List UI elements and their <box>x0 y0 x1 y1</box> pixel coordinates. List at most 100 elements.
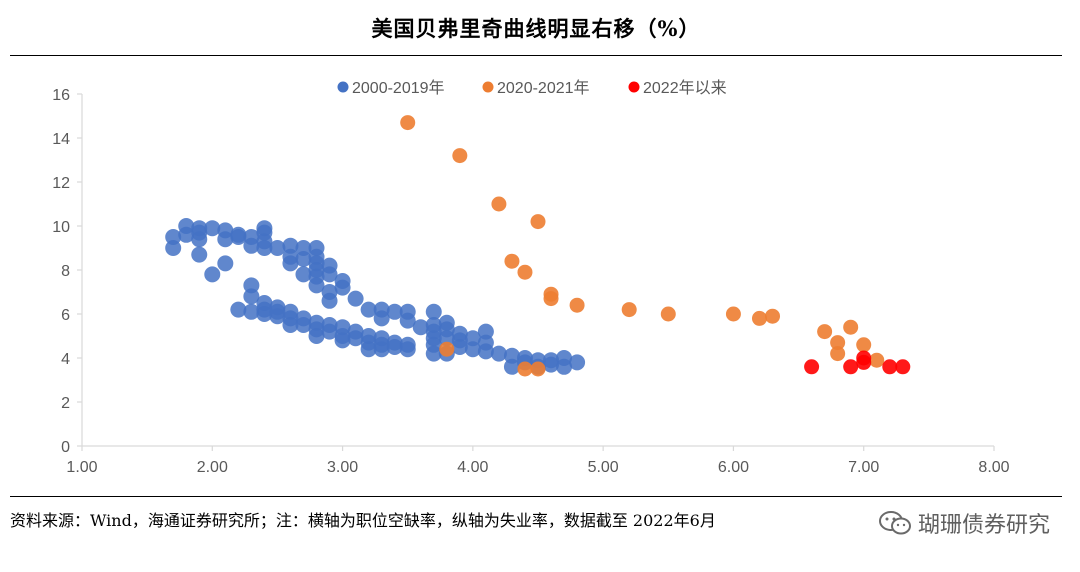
data-point <box>464 341 481 358</box>
data-point <box>191 246 208 263</box>
data-point <box>765 308 781 324</box>
data-point <box>452 148 468 164</box>
data-point <box>477 323 494 340</box>
data-point <box>817 324 833 340</box>
data-point <box>230 301 247 318</box>
data-point <box>217 255 234 272</box>
data-point <box>804 359 820 375</box>
beveridge-scatter-chart: 0 2 4 6 8 10 12 14 16 1.00 2.00 3.00 4.00 5.00 6.00 7.0… <box>52 79 1009 476</box>
data-point <box>191 231 208 248</box>
data-point <box>543 291 559 307</box>
data-point <box>386 303 403 320</box>
source-text: 资料来源：Wind，海通证券研究所；注：横轴为职位空缺率，纵轴为失业率，数据截至… <box>10 511 716 530</box>
data-point <box>569 354 586 371</box>
data-point <box>217 231 234 248</box>
data-point <box>243 277 260 294</box>
data-point <box>464 330 481 347</box>
data-point <box>308 277 325 294</box>
data-point <box>308 328 325 344</box>
data-point <box>569 297 585 313</box>
data-point <box>165 240 182 256</box>
y-tick-label: 10 <box>52 219 70 236</box>
data-point <box>321 266 338 283</box>
data-point <box>530 214 546 230</box>
data-point <box>517 264 533 280</box>
data-point <box>556 358 573 375</box>
data-point <box>660 306 676 322</box>
data-point <box>830 335 846 351</box>
wechat-icon <box>878 511 911 535</box>
data-point <box>282 317 299 333</box>
data-point <box>347 330 364 347</box>
data-point <box>517 361 533 377</box>
data-point <box>269 308 286 325</box>
data-point <box>895 359 911 375</box>
data-point <box>204 266 221 283</box>
data-point <box>399 312 416 329</box>
data-point <box>843 359 859 375</box>
data-point <box>347 290 364 307</box>
data-point <box>503 358 520 375</box>
legend-marker <box>628 81 640 93</box>
y-tick-label: 2 <box>61 395 70 412</box>
data-point <box>256 240 273 256</box>
data-point <box>425 303 442 320</box>
data-point <box>295 251 312 267</box>
data-point <box>856 354 872 370</box>
data-point <box>412 319 429 336</box>
legend-marker <box>337 81 349 93</box>
data-point <box>230 229 247 245</box>
data-point <box>334 332 351 349</box>
data-point <box>373 310 390 327</box>
x-tick-label: 7.00 <box>848 459 879 476</box>
x-tick-label: 3.00 <box>327 459 358 476</box>
watermark: 瑚珊债券研究 <box>878 507 1050 539</box>
data-point <box>503 347 520 364</box>
data-point <box>425 345 442 362</box>
y-tick-label: 8 <box>61 263 70 280</box>
data-point <box>621 302 637 318</box>
data-point <box>490 345 507 362</box>
data-point <box>451 339 468 355</box>
chart-title: 美国贝弗里奇曲线明显右移（%） <box>371 15 701 41</box>
data-point <box>178 226 195 243</box>
data-point <box>477 343 494 360</box>
legend-marker <box>482 81 494 93</box>
y-tick-label: 0 <box>61 439 70 456</box>
data-point <box>491 196 507 212</box>
chart-area: 0 2 4 6 8 10 12 14 16 1.00 2.00 3.00 4.00 5.00 6.00 7.0… <box>0 56 1080 496</box>
data-point <box>243 303 260 320</box>
y-tick-label: 6 <box>61 307 70 324</box>
legend-label: 2000-2019年 <box>352 79 445 97</box>
data-point <box>243 237 260 254</box>
x-tick-label: 2.00 <box>197 459 228 476</box>
data-point <box>165 229 182 245</box>
data-point <box>269 240 286 256</box>
x-tick-label: 1.00 <box>66 459 97 476</box>
data-point <box>321 292 338 309</box>
data-point <box>530 361 546 377</box>
x-tick-label: 6.00 <box>718 459 749 476</box>
data-point <box>882 359 898 375</box>
data-point <box>243 288 260 305</box>
data-point <box>204 220 221 237</box>
data-point <box>751 310 767 326</box>
data-point <box>282 237 299 254</box>
chart-title-bar: 美国贝弗里奇曲线明显右移（%） <box>10 0 1062 56</box>
data-point <box>373 341 390 358</box>
legend-label: 2020-2021年 <box>497 79 590 97</box>
y-tick-label: 4 <box>61 351 70 368</box>
data-point <box>439 341 455 357</box>
data-point <box>438 330 455 347</box>
data-point <box>360 341 377 358</box>
source-note: 资料来源：Wind，海通证券研究所；注：横轴为职位空缺率，纵轴为失业率，数据截至… <box>10 496 1062 531</box>
x-tick-label: 8.00 <box>978 459 1009 476</box>
data-point <box>282 255 299 272</box>
data-point <box>856 337 872 353</box>
data-point <box>399 341 416 358</box>
data-point <box>295 266 312 283</box>
data-point <box>869 352 885 368</box>
data-point <box>256 306 273 322</box>
data-point <box>334 279 351 296</box>
data-point <box>504 253 520 269</box>
